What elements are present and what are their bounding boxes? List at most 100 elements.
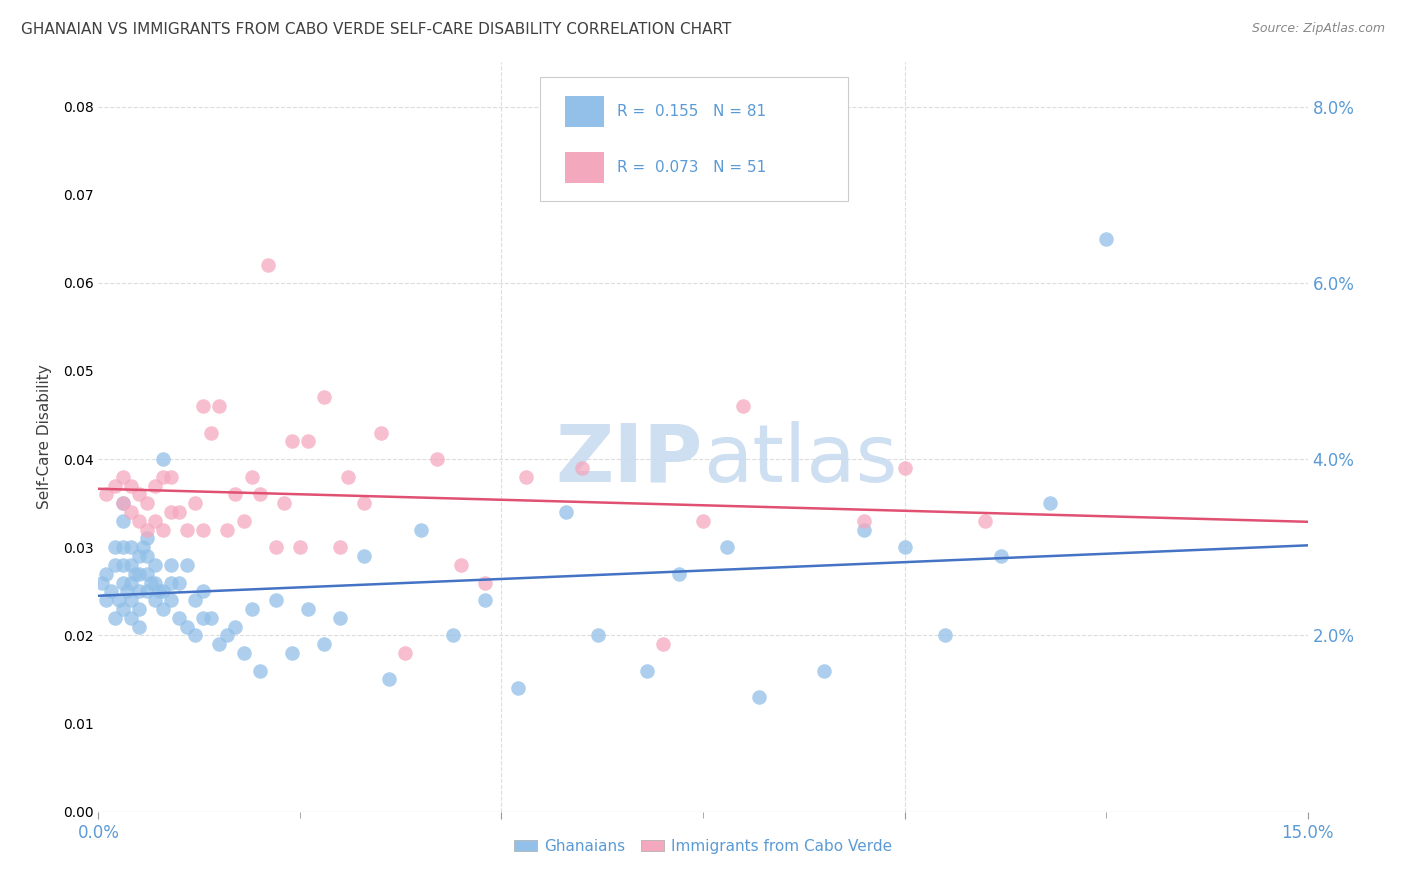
Point xyxy=(288,541,311,555)
Point xyxy=(167,611,190,625)
Point xyxy=(353,549,375,563)
Point xyxy=(474,593,496,607)
Point xyxy=(160,505,183,519)
Point xyxy=(409,523,432,537)
FancyBboxPatch shape xyxy=(540,78,848,201)
Point xyxy=(586,628,609,642)
Point xyxy=(111,541,134,555)
Point xyxy=(120,611,142,625)
Point xyxy=(394,646,416,660)
Point xyxy=(176,523,198,537)
Point xyxy=(934,628,956,642)
Point xyxy=(450,558,472,572)
Point xyxy=(120,478,142,492)
Point xyxy=(128,584,150,599)
Point xyxy=(217,523,239,537)
Point xyxy=(128,514,150,528)
Point xyxy=(160,593,183,607)
Point xyxy=(273,496,295,510)
Point xyxy=(160,469,183,483)
Point xyxy=(120,505,142,519)
Point xyxy=(103,541,125,555)
Point xyxy=(167,575,190,590)
Point xyxy=(143,514,166,528)
Point xyxy=(240,602,263,616)
Point xyxy=(143,593,166,607)
FancyBboxPatch shape xyxy=(565,153,603,183)
Point xyxy=(692,514,714,528)
Point xyxy=(135,523,157,537)
Point xyxy=(716,541,738,555)
Text: R =  0.073   N = 51: R = 0.073 N = 51 xyxy=(617,161,766,175)
FancyBboxPatch shape xyxy=(565,96,603,127)
Point xyxy=(111,514,134,528)
Point xyxy=(337,469,360,483)
Y-axis label: Self-Care Disability: Self-Care Disability xyxy=(37,365,52,509)
Point xyxy=(474,575,496,590)
Point xyxy=(135,566,157,581)
Point xyxy=(571,461,593,475)
Point xyxy=(128,619,150,633)
Point xyxy=(103,478,125,492)
Point xyxy=(143,575,166,590)
Point xyxy=(240,469,263,483)
Point xyxy=(193,399,215,413)
Point xyxy=(184,593,207,607)
Text: GHANAIAN VS IMMIGRANTS FROM CABO VERDE SELF-CARE DISABILITY CORRELATION CHART: GHANAIAN VS IMMIGRANTS FROM CABO VERDE S… xyxy=(21,22,731,37)
Point xyxy=(111,469,134,483)
Point xyxy=(111,602,134,616)
Point xyxy=(100,584,122,599)
Point xyxy=(370,425,392,440)
Point xyxy=(120,558,142,572)
Point xyxy=(111,496,134,510)
Point xyxy=(249,487,271,501)
Point xyxy=(636,664,658,678)
Point xyxy=(217,628,239,642)
Point xyxy=(96,487,118,501)
Point xyxy=(974,514,997,528)
Point xyxy=(249,664,271,678)
Point xyxy=(148,584,170,599)
Point xyxy=(515,469,537,483)
Point xyxy=(124,566,146,581)
Point xyxy=(152,469,174,483)
Point xyxy=(107,593,129,607)
Point xyxy=(111,496,134,510)
Point xyxy=(135,532,157,546)
Point xyxy=(135,584,157,599)
Text: Source: ZipAtlas.com: Source: ZipAtlas.com xyxy=(1251,22,1385,36)
Point xyxy=(132,541,155,555)
Point xyxy=(426,452,449,467)
Point xyxy=(748,690,770,705)
Point xyxy=(96,566,118,581)
Point xyxy=(651,637,673,651)
Point xyxy=(176,619,198,633)
Point xyxy=(297,602,319,616)
Text: atlas: atlas xyxy=(703,420,897,499)
Point xyxy=(184,628,207,642)
Point xyxy=(200,425,222,440)
Point xyxy=(200,611,222,625)
Point xyxy=(314,391,336,405)
Point xyxy=(853,523,876,537)
Point xyxy=(893,461,915,475)
Point xyxy=(152,452,174,467)
Point xyxy=(256,258,278,272)
Point xyxy=(232,514,254,528)
Point xyxy=(281,434,304,449)
Point xyxy=(115,584,138,599)
Point xyxy=(128,549,150,563)
Point xyxy=(853,514,876,528)
Point xyxy=(1095,232,1118,246)
Point xyxy=(329,541,352,555)
Point xyxy=(193,611,215,625)
Text: R =  0.155   N = 81: R = 0.155 N = 81 xyxy=(617,104,766,119)
Point xyxy=(555,505,578,519)
Point xyxy=(208,399,231,413)
Point xyxy=(152,523,174,537)
Point xyxy=(193,584,215,599)
Point xyxy=(506,681,529,696)
Point xyxy=(377,673,399,687)
Point xyxy=(297,434,319,449)
Point xyxy=(160,575,183,590)
